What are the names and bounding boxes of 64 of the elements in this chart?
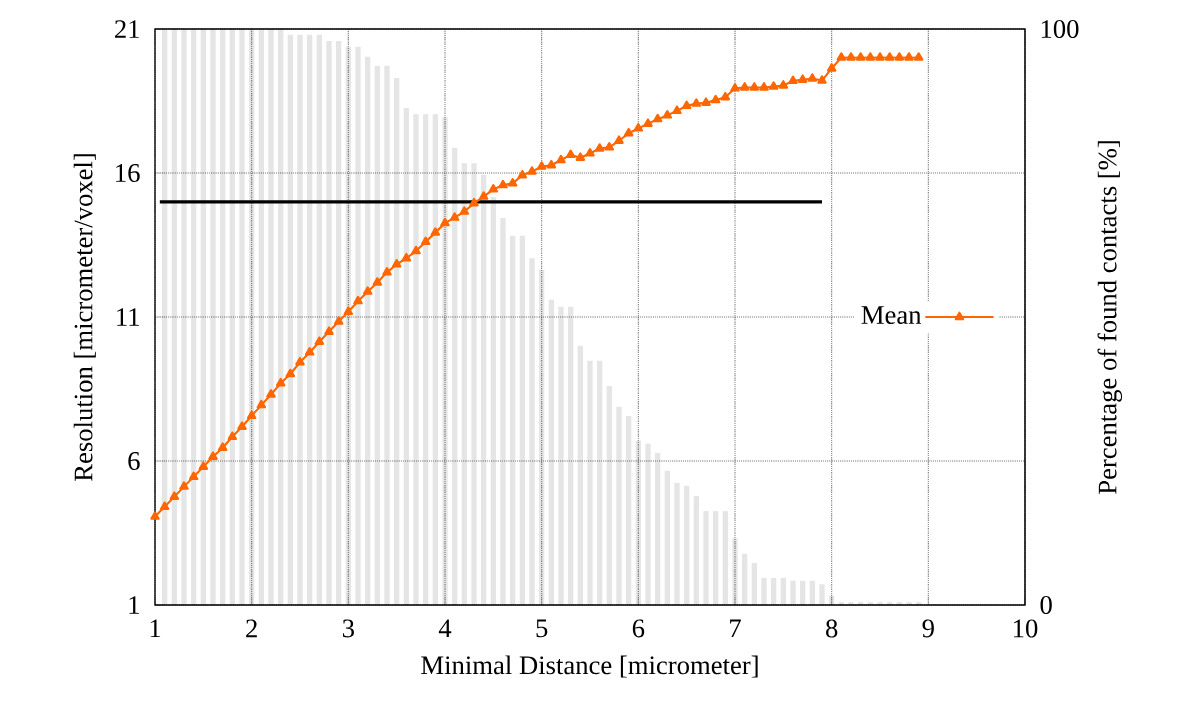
y-tick-label: 11 [117,308,139,326]
bar [713,511,719,605]
bar [568,306,574,605]
x-tick-label: 6 [632,619,645,638]
bar [558,306,564,605]
y2-tick-label: 100 [1041,20,1079,38]
y2-tick-label: 0 [1040,596,1052,614]
bar [442,117,448,605]
bar [471,163,477,605]
y-tick-label: 16 [116,164,140,182]
bar [452,147,458,605]
bar [645,443,651,605]
x-tick-label: 1 [150,619,161,638]
bar [500,217,506,605]
x-tick-label: 5 [536,619,548,638]
bar [529,258,535,605]
bar [742,553,748,605]
bar [616,406,622,605]
bar [626,416,632,605]
bar [693,496,699,605]
legend-label: Mean [861,306,922,324]
bar [761,577,767,605]
bar [181,29,187,605]
x-tick-label: 3 [342,619,354,638]
bar [413,114,419,605]
x-tick-label: 8 [826,619,838,638]
bar [684,485,690,605]
bar [606,386,612,605]
bar [490,197,496,605]
bar [790,580,796,605]
bar [268,29,274,605]
bar [239,29,245,605]
bar [819,584,825,605]
bar [597,360,603,605]
bar [703,511,709,605]
bar [355,46,361,605]
y-tick-label: 6 [128,452,140,470]
x-tick-label: 10 [1014,619,1038,638]
x-tick-label: 2 [246,619,257,638]
y-tick-label: 1 [129,596,139,614]
bar [210,29,216,605]
bar [751,562,757,605]
y-axis-title: Resolution [micrometer/voxel] [73,154,96,481]
bar [510,235,516,605]
y-tick-label: 21 [115,20,139,38]
bar [297,34,303,605]
x-axis-title: Minimal Distance [micrometer] [421,655,758,678]
bar [326,41,332,605]
x-tick-label: 9 [922,619,934,638]
bar [587,360,593,605]
bar [548,299,554,605]
bar [780,577,786,605]
x-tick-label: 7 [730,619,741,637]
bar [664,470,670,605]
bar [722,511,728,605]
bar [771,577,777,605]
bar [732,538,738,605]
bar [384,65,390,605]
bar [674,482,680,605]
x-tick-label: 4 [438,619,452,638]
bar [519,235,525,605]
bar [655,452,661,605]
bar [577,345,583,605]
y2-axis-title: Percentage of found contacts [%] [1097,141,1123,494]
